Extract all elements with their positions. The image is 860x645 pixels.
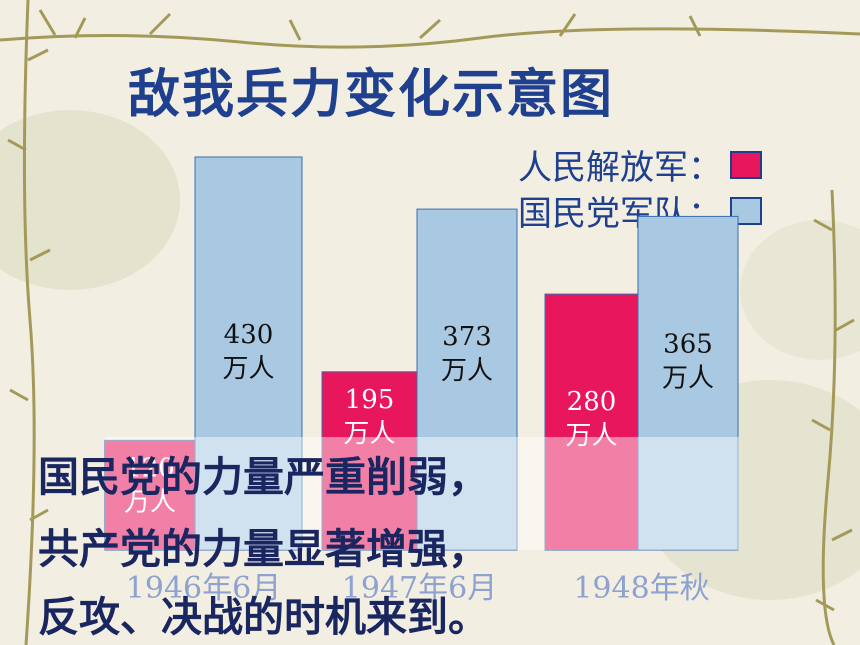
vine-decoration-left	[7, 0, 51, 645]
bar-kmt-1	[416, 208, 518, 551]
bar-pla-2	[544, 293, 639, 551]
x-tick-label-1: 1947年6月	[342, 571, 497, 606]
data-label-pla-0: 120 万人	[124, 453, 176, 517]
data-label-pla-1: 195 万人	[343, 385, 395, 449]
vine-decoration-top	[0, 9, 860, 49]
conclusion-line-1: 国民党的力量严重削弱，	[38, 453, 489, 501]
background-blob	[740, 220, 860, 360]
bar-kmt-2	[637, 215, 739, 551]
legend-swatch-pla	[730, 150, 762, 179]
chart-title: 敌我兵力变化示意图	[128, 65, 615, 125]
legend-swatch-kmt	[730, 196, 762, 225]
translucent-overlay	[105, 437, 739, 550]
data-label-kmt-2: 365 万人	[662, 329, 714, 393]
x-tick-label-0: 1946年6月	[126, 571, 281, 606]
conclusion-line-2: 共产党的力量显著增强，	[38, 525, 489, 573]
data-label-pla-2: 280 万人	[565, 387, 617, 451]
legend-label-pla: 人民解放军：	[518, 148, 722, 188]
data-label-kmt-0: 430 万人	[222, 320, 274, 384]
conclusion-line-3: 反攻、决战的时机来到。	[38, 593, 489, 641]
bar-kmt-0	[194, 156, 303, 551]
data-label-kmt-1: 373 万人	[441, 322, 493, 386]
legend-item-pla: 人民解放军：	[518, 140, 762, 189]
vine-decoration-right	[811, 189, 855, 645]
bar-pla-1	[321, 371, 418, 551]
x-tick-label-2: 1948年秋	[573, 571, 709, 606]
